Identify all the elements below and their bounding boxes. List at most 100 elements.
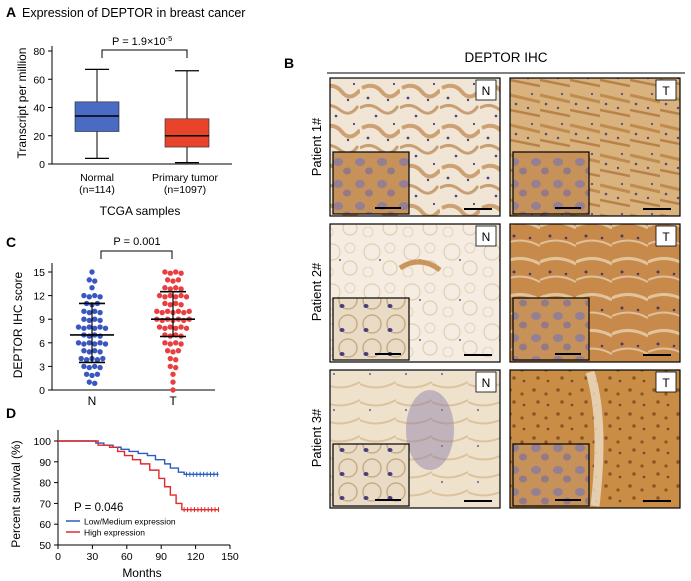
panel-c-pvalue: P = 0.001 [113, 236, 160, 248]
label-t: T [662, 376, 670, 390]
dot-t [156, 324, 163, 330]
dot-t [183, 325, 190, 331]
dot-t [164, 347, 171, 354]
dot-n [86, 317, 93, 324]
dot-t [183, 294, 190, 300]
dot-n [86, 294, 93, 300]
inset-p1-t [512, 151, 590, 215]
dot-t [178, 292, 184, 299]
dot-n [92, 341, 98, 347]
dot-t [178, 324, 184, 330]
inset-p2-t [512, 297, 590, 361]
label-t: T [662, 84, 670, 98]
panel-d: D Percent survival (%) 50 60 70 80 90 100 0 30… [6, 405, 239, 580]
panel-d-pvalue: P = 0.046 [74, 502, 123, 514]
panel-c-xlabel-n: N [88, 394, 97, 408]
ihc-image-p2-n: N [329, 223, 501, 363]
panel-a-letter: A [6, 4, 16, 20]
panel-c-ytick-label: 15 [33, 267, 45, 279]
panel-a-ytick-label: 40 [33, 103, 45, 115]
dot-t [162, 269, 168, 275]
panel-a: A Expression of DEPTOR in breast cancer … [6, 4, 245, 218]
dot-n [94, 357, 101, 363]
label-t: T [662, 230, 670, 244]
ihc-image-p3-n: N [329, 369, 501, 509]
panel-d-xtick-label: 30 [87, 551, 99, 563]
panel-a-title: Expression of DEPTOR in breast cancer [22, 6, 245, 20]
dot-n [92, 380, 98, 387]
row-label-patient-3: Patient 3# [309, 408, 324, 467]
dot-n [83, 357, 90, 363]
label-n: N [482, 376, 491, 390]
ihc-image-p2-t: T [509, 223, 681, 363]
panel-d-ytick-label: 60 [39, 519, 51, 531]
dot-t [170, 387, 176, 393]
panel-c-ytick-label: 3 [39, 361, 45, 373]
panel-a-ytick-label: 0 [39, 159, 45, 171]
inset-p3-n [332, 443, 410, 507]
label-n: N [482, 84, 491, 98]
panel-d-ytick-label: 80 [39, 478, 51, 490]
dot-t [167, 286, 173, 292]
dot-n [81, 325, 87, 331]
dot-t [162, 285, 168, 291]
dot-n [75, 324, 82, 330]
panel-d-ytick-label: 70 [39, 498, 51, 510]
panel-c-ylabel: DEPTOR IHC score [11, 271, 25, 378]
dot-t [162, 300, 168, 307]
dot-t [167, 270, 173, 276]
dot-t [186, 308, 192, 315]
dot-n [97, 324, 103, 330]
dot-t [162, 294, 168, 300]
dot-n [92, 363, 98, 370]
inset-p2-n [332, 297, 410, 361]
dot-n [102, 341, 109, 347]
panel-c-points [75, 269, 192, 393]
panel-c-yticks: 0 3 6 9 12 15 [33, 267, 52, 397]
dot-t [167, 341, 173, 347]
dot-n [83, 371, 90, 377]
dot-t [173, 340, 179, 346]
dot-t [167, 301, 173, 308]
dot-t [173, 294, 179, 300]
km-curve-high [58, 440, 219, 511]
panel-c-ytick-label: 0 [39, 385, 45, 397]
panel-d-ytick-label: 100 [33, 436, 51, 448]
dot-n [81, 292, 87, 299]
dot-n [75, 340, 82, 346]
dot-n [86, 309, 93, 316]
dot-t [162, 340, 168, 346]
panel-d-yticks: 50 60 70 80 90 100 [33, 436, 58, 552]
dot-t [178, 286, 184, 292]
panel-a-sig-bracket [101, 49, 188, 58]
row-label-patient-1: Patient 1# [309, 117, 324, 176]
dot-n [81, 316, 87, 322]
panel-a-boxes [74, 68, 210, 164]
panel-d-ytick-label: 50 [39, 540, 51, 552]
dot-n [81, 341, 87, 347]
panel-a-pvalue-exponent: -5 [166, 34, 173, 43]
dot-t [173, 285, 179, 291]
panel-d-xtick-label: 0 [55, 551, 61, 563]
panel-d-ylabel: Percent survival (%) [9, 440, 23, 547]
panel-c-ytick-label: 6 [39, 338, 45, 350]
panel-c-ytick-label: 9 [39, 314, 45, 326]
panel-b: B DEPTOR IHC Patient 1# Patient 2# Patie… [284, 50, 685, 509]
dot-t [173, 269, 179, 275]
panel-c-sig-bracket [100, 250, 173, 259]
panel-a-ylabel: Transcript per million [15, 48, 29, 159]
dot-n [86, 324, 93, 330]
dot-n [86, 349, 93, 355]
dot-n [81, 308, 87, 315]
dot-t [178, 270, 184, 276]
dot-n [102, 325, 109, 331]
dot-n [97, 364, 103, 371]
dot-n [92, 278, 98, 284]
dot-n [86, 277, 93, 283]
dot-n [89, 269, 95, 275]
dot-n [97, 317, 103, 324]
legend-high-label: High expression [84, 528, 145, 538]
dot-n [100, 355, 106, 362]
dot-n [97, 309, 103, 316]
